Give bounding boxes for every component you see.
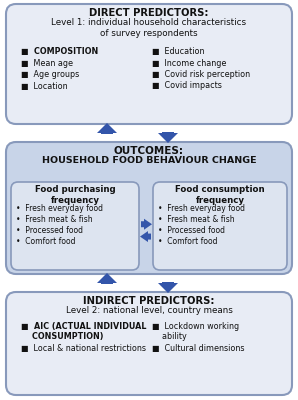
Text: CONSUMPTION): CONSUMPTION)	[21, 332, 103, 341]
Text: ■  Age groups: ■ Age groups	[21, 70, 79, 79]
Text: •  Fresh everyday food: • Fresh everyday food	[158, 204, 245, 213]
Polygon shape	[158, 132, 178, 143]
Text: ■  Income change: ■ Income change	[152, 58, 226, 68]
FancyBboxPatch shape	[6, 4, 292, 124]
Text: ■  Location: ■ Location	[21, 82, 68, 90]
Text: Level 1: individual household characteristics
of survey respondents: Level 1: individual household characteri…	[52, 18, 246, 38]
Text: ■  Mean age: ■ Mean age	[21, 58, 73, 68]
Polygon shape	[158, 282, 178, 293]
Text: DIRECT PREDICTORS:: DIRECT PREDICTORS:	[89, 8, 209, 18]
Text: ■  COMPOSITION: ■ COMPOSITION	[21, 47, 98, 56]
FancyBboxPatch shape	[6, 292, 292, 395]
Polygon shape	[140, 231, 151, 242]
Text: HOUSEHOLD FOOD BEHAVIOUR CHANGE: HOUSEHOLD FOOD BEHAVIOUR CHANGE	[42, 156, 256, 165]
Text: ■  Local & national restrictions: ■ Local & national restrictions	[21, 344, 146, 353]
Polygon shape	[141, 219, 152, 230]
Text: •  Fresh meat & fish: • Fresh meat & fish	[158, 215, 235, 224]
Text: •  Processed food: • Processed food	[16, 226, 83, 235]
FancyBboxPatch shape	[11, 182, 139, 270]
Text: ■  Covid risk perception: ■ Covid risk perception	[152, 70, 250, 79]
Text: ■  Cultural dimensions: ■ Cultural dimensions	[152, 344, 244, 353]
Text: Food consumption
frequency: Food consumption frequency	[175, 185, 265, 205]
Text: Food purchasing
frequency: Food purchasing frequency	[35, 185, 115, 205]
FancyBboxPatch shape	[6, 142, 292, 274]
Text: OUTCOMES:: OUTCOMES:	[114, 146, 184, 156]
Text: ■  Education: ■ Education	[152, 47, 204, 56]
Polygon shape	[97, 123, 117, 134]
Text: Level 2: national level, country means: Level 2: national level, country means	[66, 306, 232, 315]
Text: ■  Lockdown working: ■ Lockdown working	[152, 322, 239, 331]
Text: •  Comfort food: • Comfort food	[158, 237, 218, 246]
Text: •  Fresh everyday food: • Fresh everyday food	[16, 204, 103, 213]
Polygon shape	[97, 273, 117, 284]
Text: ■  Covid impacts: ■ Covid impacts	[152, 82, 222, 90]
Text: •  Processed food: • Processed food	[158, 226, 225, 235]
FancyBboxPatch shape	[153, 182, 287, 270]
Text: •  Comfort food: • Comfort food	[16, 237, 75, 246]
Text: INDIRECT PREDICTORS:: INDIRECT PREDICTORS:	[83, 296, 215, 306]
Text: ■  AIC (ACTUAL INDIVIDUAL: ■ AIC (ACTUAL INDIVIDUAL	[21, 322, 147, 331]
Text: •  Fresh meat & fish: • Fresh meat & fish	[16, 215, 93, 224]
Text: ability: ability	[152, 332, 187, 341]
